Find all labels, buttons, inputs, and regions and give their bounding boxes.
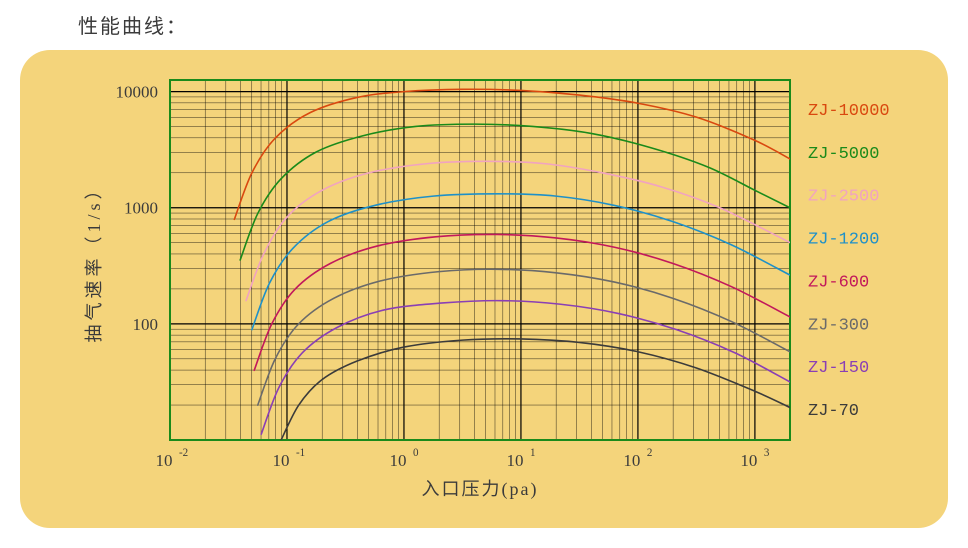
y-tick: 100 — [133, 315, 159, 334]
svg-text:-1: -1 — [296, 447, 305, 459]
y-tick: 10000 — [116, 83, 159, 102]
svg-text:10: 10 — [740, 451, 757, 470]
x-tick: 10 -2 — [156, 447, 189, 470]
svg-text:10: 10 — [506, 451, 523, 470]
y-axis-label: 抽气速率（1/s） — [84, 177, 104, 342]
x-tick: 10 3 — [740, 447, 770, 470]
svg-text:10: 10 — [156, 451, 173, 470]
svg-text:1: 1 — [530, 447, 536, 459]
legend-ZJ-2500: ZJ-2500 — [808, 188, 879, 207]
y-tick: 1000 — [124, 199, 158, 218]
page-title: 性能曲线： — [78, 10, 188, 39]
legend-ZJ-5000: ZJ-5000 — [808, 145, 879, 164]
chart-card: 10-210-1100101102103100100010000入口压力(pa)… — [20, 50, 948, 528]
svg-text:0: 0 — [413, 447, 419, 459]
x-tick: 10 2 — [623, 447, 652, 470]
performance-chart: 10-210-1100101102103100100010000入口压力(pa)… — [20, 50, 948, 528]
legend-ZJ-1200: ZJ-1200 — [808, 231, 879, 250]
legend-ZJ-70: ZJ-70 — [808, 402, 859, 421]
svg-text:3: 3 — [764, 447, 770, 459]
legend-ZJ-600: ZJ-600 — [808, 273, 869, 292]
legend-ZJ-150: ZJ-150 — [808, 359, 869, 378]
x-axis-label: 入口压力(pa) — [422, 479, 539, 500]
x-tick: 10 -1 — [272, 447, 305, 470]
legend-ZJ-10000: ZJ-10000 — [808, 102, 890, 121]
svg-text:-2: -2 — [179, 447, 188, 459]
svg-text:10: 10 — [389, 451, 406, 470]
x-tick: 10 0 — [389, 447, 419, 470]
svg-text:10: 10 — [623, 451, 640, 470]
svg-text:2: 2 — [647, 447, 653, 459]
x-tick: 10 1 — [506, 447, 535, 470]
legend-ZJ-300: ZJ-300 — [808, 316, 869, 335]
svg-text:10: 10 — [272, 451, 289, 470]
